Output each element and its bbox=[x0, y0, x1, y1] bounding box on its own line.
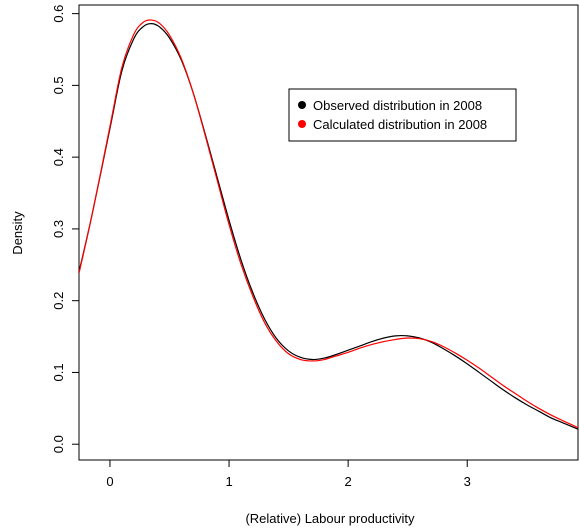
y-tick-label: 0.1 bbox=[51, 363, 66, 381]
legend-label-calculated: Calculated distribution in 2008 bbox=[313, 117, 487, 132]
x-tick-label: 2 bbox=[345, 474, 352, 489]
x-tick-label: 1 bbox=[225, 474, 232, 489]
y-axis-label: Density bbox=[10, 211, 25, 255]
x-axis-label: (Relative) Labour productivity bbox=[245, 511, 415, 526]
series-line-calculated bbox=[79, 19, 578, 429]
y-tick-label: 0.4 bbox=[51, 148, 66, 166]
plot-frame bbox=[78, 4, 579, 461]
legend: Observed distribution in 2008 Calculated… bbox=[288, 88, 517, 142]
x-tick-label: 0 bbox=[106, 474, 113, 489]
y-tick-label: 0.3 bbox=[51, 220, 66, 238]
legend-box bbox=[288, 88, 517, 142]
y-tick-label: 0.6 bbox=[51, 5, 66, 23]
y-tick-label: 0.5 bbox=[51, 76, 66, 94]
legend-label-observed: Observed distribution in 2008 bbox=[313, 98, 482, 113]
x-axis: 0 1 2 3 bbox=[106, 460, 471, 489]
y-tick-label: 0.0 bbox=[51, 435, 66, 453]
y-axis: 0.0 0.1 0.2 0.3 0.4 0.5 0.6 bbox=[51, 5, 79, 453]
x-tick-label: 3 bbox=[464, 474, 471, 489]
y-tick-label: 0.2 bbox=[51, 292, 66, 310]
legend-marker-observed bbox=[298, 101, 306, 109]
legend-marker-calculated bbox=[298, 120, 306, 128]
series-layer bbox=[79, 19, 578, 430]
series-line-observed bbox=[79, 23, 578, 430]
